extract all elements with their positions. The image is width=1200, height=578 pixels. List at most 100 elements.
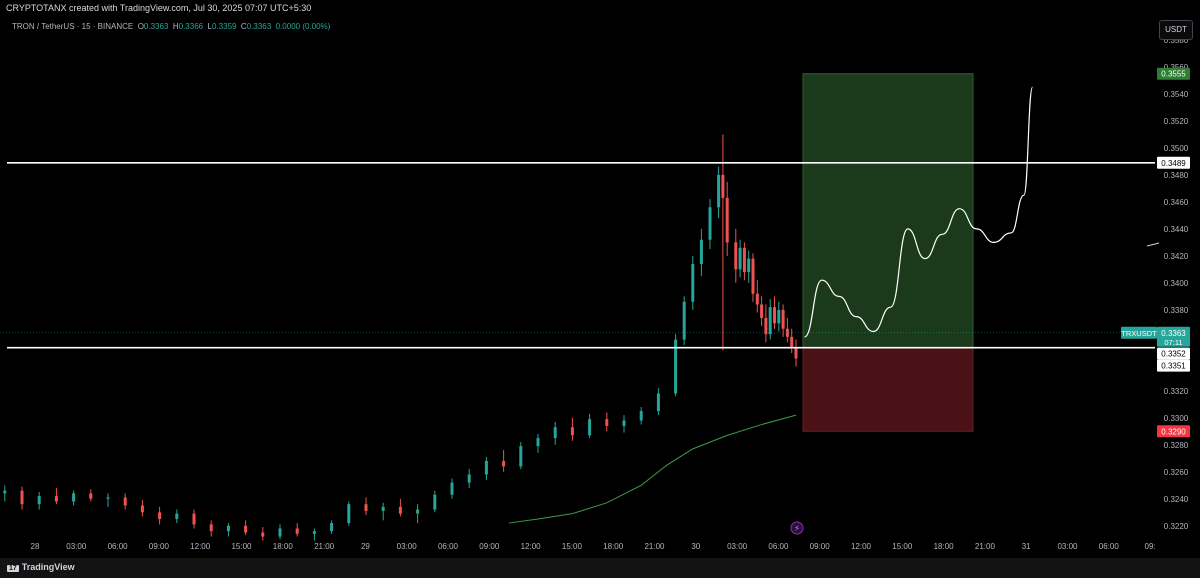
price-tick-label: 0.3320	[1164, 387, 1189, 396]
candle-body	[192, 513, 196, 525]
time-tick-label: 09:00	[149, 542, 170, 551]
candle-body	[37, 496, 41, 505]
symbol-info: TRON / TetherUS · 15 · BINANCE O0.3363 H…	[12, 22, 330, 31]
candle-body	[570, 427, 574, 436]
candle-body	[764, 317, 768, 335]
price-tick-label: 0.3560	[1164, 63, 1189, 72]
candle-body	[450, 482, 454, 495]
projection-path	[804, 86, 1034, 338]
time-tick-label: 12:00	[521, 542, 542, 551]
last-price-tag: 0.3363	[1161, 329, 1186, 338]
time-tick-label: 15:00	[231, 542, 252, 551]
price-axis: 0.3580 0.3560 0.3540 0.3520 0.3500 0.3480 0.34…	[1164, 36, 1189, 531]
candle-body	[760, 304, 764, 318]
candle-body	[3, 490, 7, 494]
symbol-tag: TRXUSDT	[1121, 329, 1157, 338]
candle-body	[89, 493, 93, 499]
candle-body	[768, 307, 772, 335]
price-tick-label: 0.3460	[1164, 198, 1189, 207]
time-tick-label: 09:	[1145, 542, 1156, 551]
candle-body	[484, 460, 488, 475]
candle-body	[502, 460, 506, 467]
ohlc-low: 0.3359	[212, 22, 237, 31]
candle-body	[519, 446, 523, 467]
ohlc-low-label: L	[207, 22, 212, 31]
loss-zone	[802, 347, 974, 432]
candle-body	[209, 524, 213, 532]
tradingview-logo-icon: 17	[7, 565, 19, 572]
candle-body	[588, 419, 592, 436]
time-tick-label: 28	[31, 542, 40, 551]
ohlc-open-label: O	[137, 22, 144, 31]
candle-body	[54, 496, 58, 502]
time-axis: 28 03:00 06:00 09:00 12:00 15:00 18:00 21:00 29 0…	[31, 542, 1156, 551]
candle-body	[721, 174, 725, 198]
price-tick-label: 0.3440	[1164, 225, 1189, 234]
candle-body	[330, 523, 334, 532]
level-price-tag: 0.3489	[1161, 159, 1186, 168]
candle-body	[751, 258, 755, 294]
time-tick-label: 06:00	[1099, 542, 1120, 551]
time-tick-label: 31	[1022, 542, 1031, 551]
ohlc-close: 0.3363	[246, 22, 272, 31]
target-price-tag-bg	[1157, 67, 1190, 80]
price-tick-label: 0.3480	[1164, 171, 1189, 180]
currency-button[interactable]: USDT	[1159, 20, 1193, 40]
position-zones	[802, 73, 974, 432]
candle-body	[433, 494, 437, 510]
horizontal-levels-layer	[0, 161, 1155, 349]
ohlc-high: 0.3366	[178, 22, 204, 31]
candle-body	[295, 528, 299, 534]
stop-price-tag-bg	[1157, 425, 1190, 438]
price-tick-label: 0.3240	[1164, 495, 1189, 504]
price-chart[interactable]: ⚡ 0.35800.35600.35400.35200.35000.34800.…	[0, 0, 1200, 558]
time-tick-label: 06:00	[438, 542, 459, 551]
time-tick-label: 06:00	[108, 542, 129, 551]
candle-body	[691, 263, 695, 302]
candle-body	[794, 347, 798, 359]
projection-layer: ⚡	[790, 86, 1160, 535]
candle-body	[790, 336, 794, 348]
time-tick-label: 30	[691, 542, 700, 551]
lightning-icon: ⚡	[794, 524, 800, 533]
time-tick-label: 03:00	[397, 542, 418, 551]
ohlc-open: 0.3363	[143, 22, 169, 31]
candle-body	[261, 532, 265, 537]
price-tick-label: 0.3420	[1164, 252, 1189, 261]
candle-body	[158, 512, 162, 520]
time-tick-label: 03:00	[727, 542, 748, 551]
candle-body	[725, 197, 729, 243]
time-tick-label: 21:00	[975, 542, 996, 551]
candle-body	[622, 420, 626, 426]
price-tick-label: 0.3380	[1164, 306, 1189, 315]
price-tick-label: 0.3300	[1164, 414, 1189, 423]
candle-body	[674, 339, 678, 394]
tradingview-logo: 17 TradingView	[7, 562, 75, 572]
price-tick-label: 0.3580	[1164, 36, 1189, 45]
ohlc-close-label: C	[240, 22, 247, 31]
brand-name: TradingView	[21, 562, 75, 572]
moving-average-line	[508, 414, 797, 524]
candle-body	[755, 293, 759, 305]
price-tick-label: 0.3260	[1164, 468, 1189, 477]
time-tick-label: 12:00	[851, 542, 872, 551]
time-tick-label: 09:00	[810, 542, 831, 551]
header-credit: CRYPTOTANX created with TradingView.com,…	[6, 3, 312, 13]
candle-body	[72, 493, 76, 502]
ohlc-change: 0.0000 (0.00%)	[275, 22, 331, 31]
candle-body	[467, 474, 471, 483]
time-tick-label: 18:00	[934, 542, 955, 551]
time-tick-label: 29	[361, 542, 370, 551]
entry-price-tag: 0.3351	[1161, 362, 1186, 371]
bar-countdown: 07:11	[1164, 338, 1182, 347]
price-tick-label: 0.3520	[1164, 117, 1189, 126]
stop-price-tag: 0.3290	[1161, 427, 1186, 436]
time-tick-label: 18:00	[273, 542, 294, 551]
candle-body	[742, 247, 746, 273]
moving-average-layer	[508, 414, 797, 524]
time-tick-label: 21:00	[314, 542, 335, 551]
price-tick-label: 0.3500	[1164, 144, 1189, 153]
candle-body	[738, 247, 742, 270]
candle-body	[553, 427, 557, 439]
candle-body	[175, 513, 179, 520]
